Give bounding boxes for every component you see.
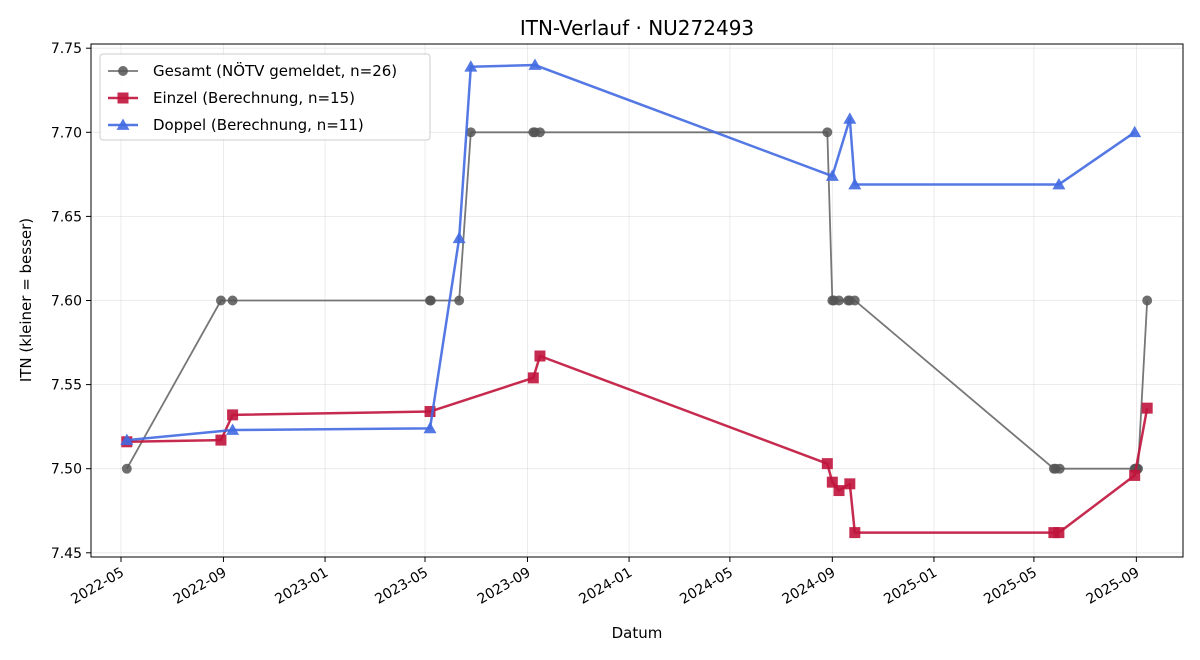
x-axis-label: Datum [612,624,663,642]
data-point-gesamt [849,295,860,306]
data-point-doppel [120,433,134,445]
data-point-gesamt [1054,463,1065,474]
data-point-einzel [833,485,845,497]
legend-marker-einzel [117,92,129,104]
data-point-einzel [534,350,546,362]
y-tick-label: 7.50 [51,462,82,478]
data-point-doppel [848,177,862,190]
chart-title: ITN-Verlauf · NU272493 [520,16,754,40]
data-point-gesamt [834,295,844,306]
data-point-einzel [826,476,838,488]
data-point-einzel [821,458,833,470]
data-point-doppel [528,58,542,70]
y-tick-label: 7.65 [51,209,82,225]
data-point-einzel [1141,402,1153,414]
y-axis-label: ITN (kleiner = besser) [17,218,35,382]
data-point-gesamt [535,127,545,138]
data-point-einzel [527,372,539,384]
data-point-einzel [849,527,861,539]
series-layer [120,58,1153,539]
data-point-gesamt [465,127,476,138]
data-point-doppel [843,112,857,124]
data-point-doppel [1052,177,1066,190]
data-point-gesamt [425,295,436,306]
data-point-doppel [825,169,839,181]
y-axis: 7.45 7.50 7.55 7.60 7.65 7.70 7.75 [51,41,91,562]
data-point-einzel [1129,469,1141,481]
series-einzel [121,350,1153,539]
data-point-einzel [424,406,436,418]
data-point-einzel [227,409,239,421]
legend-label-gesamt: Gesamt (NÖTV gemeldet, n=26) [153,61,397,80]
data-point-doppel [1128,125,1142,138]
data-point-gesamt [227,295,238,306]
legend-frame [99,53,431,141]
legend-marker-gesamt [118,66,128,76]
data-point-doppel [452,231,466,244]
data-point-gesamt [822,127,833,138]
y-tick-label: 7.55 [51,378,82,394]
y-tick-label: 7.70 [51,125,82,141]
y-tick-label: 7.45 [51,546,82,562]
data-point-doppel [226,423,240,435]
legend: Gesamt (NÖTV gemeldet, n=26) Einzel (Bere… [99,53,431,141]
data-point-gesamt [454,295,465,306]
data-point-gesamt [215,295,226,306]
series-doppel [120,58,1142,445]
data-point-doppel [464,60,478,72]
y-tick-label: 7.75 [51,41,82,57]
data-point-einzel [215,434,227,446]
legend-label-einzel: Einzel (Berechnung, n=15) [153,89,355,107]
legend-label-doppel: Doppel (Berechnung, n=11) [153,116,364,134]
data-point-gesamt [1142,295,1153,306]
data-point-einzel [844,478,856,490]
y-tick-label: 7.60 [51,294,82,310]
data-point-gesamt [121,463,132,474]
data-point-einzel [1053,527,1065,539]
data-point-doppel [423,421,437,434]
legend-marker-doppel [116,118,130,130]
